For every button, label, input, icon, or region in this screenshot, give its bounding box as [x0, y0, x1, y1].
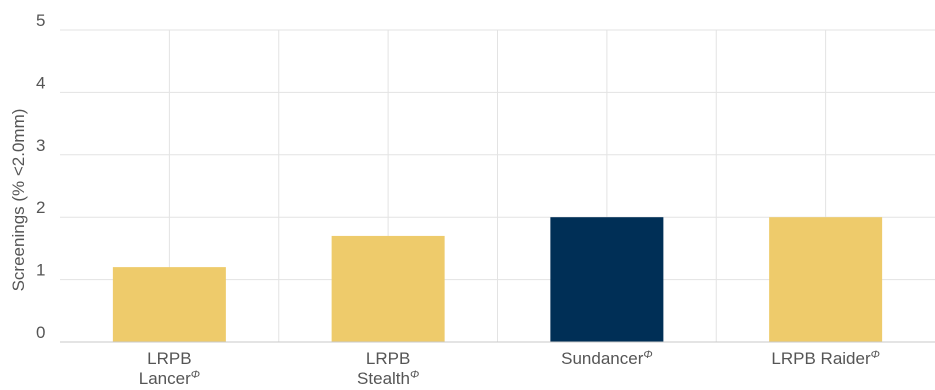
bars [112, 217, 883, 342]
y-tick-label: 0 [36, 323, 45, 342]
x-tick-label: LRPB RaiderΦ [771, 349, 879, 368]
bar [550, 217, 664, 342]
x-tick-label: LRPB LancerΦ [139, 349, 200, 388]
gridlines [60, 29, 935, 342]
y-tick-label: 2 [36, 198, 45, 217]
y-axis-label: Screenings (% <2.0mm) [9, 109, 28, 292]
y-tick-label: 1 [36, 261, 45, 280]
x-tick-label: SundancerΦ [561, 349, 652, 368]
y-tick-label: 4 [36, 73, 45, 92]
bar [331, 235, 445, 342]
y-tick-label: 3 [36, 136, 45, 155]
y-tick-label: 5 [36, 11, 45, 30]
x-tick-labels: LRPB LancerΦ LRPB StealthΦ SundancerΦ LRPB Ra… [139, 349, 880, 388]
y-tick-labels: 0 1 2 3 4 5 [36, 11, 45, 342]
x-tick-label: LRPB StealthΦ [357, 349, 419, 388]
bar [769, 217, 883, 342]
bar [112, 267, 226, 342]
